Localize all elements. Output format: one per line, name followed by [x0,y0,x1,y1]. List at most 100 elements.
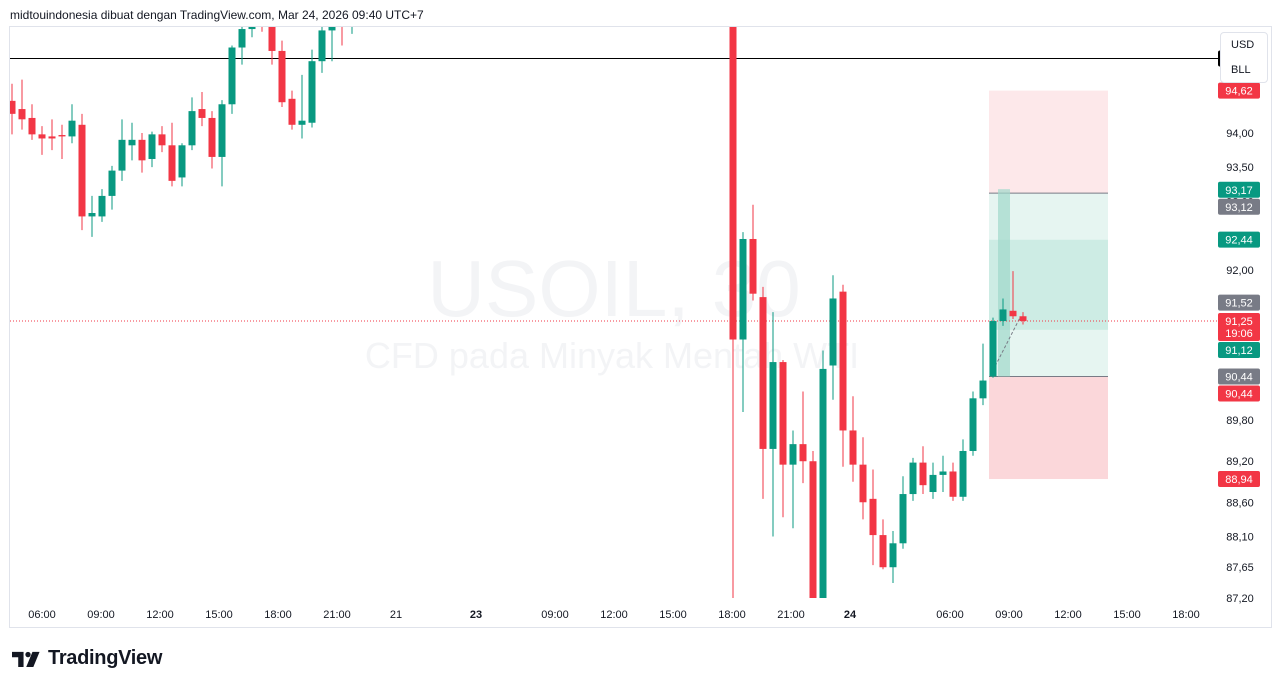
price-label-subtext: 19:06 [1225,328,1253,340]
candle-body [198,109,206,118]
candle-body [98,195,106,217]
candle-body [128,139,136,146]
price-label-text: 93,12 [1225,202,1253,214]
price-label-text: 91,12 [1225,345,1253,357]
price-label: 92,44 [1218,231,1260,248]
candle-body [218,104,226,157]
candle-body [228,47,236,105]
y-tick-label: 93,50 [1226,162,1254,174]
candle-body [308,61,316,123]
candle-body [349,15,356,27]
candle-body [339,18,346,27]
price-label-bg [1218,198,1260,215]
candle-body [1009,310,1017,317]
price-label-text: 91,25 [1225,316,1253,328]
candle-body [208,117,216,157]
tradingview-brand[interactable]: TradingView [12,647,162,670]
candle-body [989,321,997,377]
price-label-text: 92,44 [1225,235,1253,247]
price-label-text: 94,62 [1225,86,1253,98]
x-tick-label: 18:00 [264,609,292,621]
candle-body [919,462,927,486]
x-tick-label: 06:00 [28,609,56,621]
candle-body [28,117,36,135]
x-tick-label: 18:00 [1172,609,1200,621]
price-label-text: 93,17 [1225,185,1253,197]
watermark-symbol: USOIL, 30 [427,244,801,333]
y-tick-label: 87,65 [1226,562,1254,574]
candle-body [78,124,86,217]
candle-body [18,109,26,120]
x-tick-label: 09:00 [87,609,115,621]
position-tool [989,90,1108,480]
candle-body [829,298,837,366]
price-label-bg [1218,342,1260,359]
x-tick-label: 12:00 [600,609,628,621]
candle-body [278,50,286,103]
position-stop-zone [989,376,1108,480]
candle-body [238,29,246,48]
brand-name: TradingView [48,647,163,669]
candle-body [879,535,887,568]
x-tick-label: 12:00 [146,609,174,621]
candle-body [188,111,196,146]
price-label: 91,52 [1218,294,1260,311]
price-label: 90,44 [1218,385,1260,402]
price-label-bg [1218,294,1260,311]
currency-selector[interactable]: USD BLL [1220,32,1268,83]
y-tick-label: 92,00 [1226,265,1254,277]
price-label-bg [1218,471,1260,488]
chart-frame[interactable] [9,26,1272,628]
candle-body [318,30,326,62]
candle-body [138,139,146,161]
x-tick-label: 21:00 [323,609,351,621]
y-tick-label: 94,00 [1226,128,1254,140]
candle-body [118,139,126,171]
price-label-bg [1218,82,1260,99]
candle-body [168,145,176,181]
candle-body [839,291,847,431]
candle-body [10,100,16,114]
candle-body [158,134,166,146]
price-label: 90,44 [1218,368,1260,385]
y-tick-label: 87,20 [1226,593,1254,605]
x-tick-label: 09:00 [541,609,569,621]
candle-body [298,120,306,125]
chart-header: midtouindonesia dibuat dengan TradingVie… [10,8,424,22]
candle-body [148,134,156,159]
currency-option-bll[interactable]: BLL [1231,64,1251,76]
candle-body [949,471,957,497]
tradingview-logo-icon [12,651,40,667]
x-tick-label: 15:00 [659,609,687,621]
y-tick-label: 89,80 [1226,415,1254,427]
candle-body [939,471,947,475]
price-label-bg [1218,181,1260,198]
candle-body [739,238,747,340]
candle-body [819,368,827,598]
candle-body [248,27,256,30]
x-tick-label: 15:00 [205,609,233,621]
candle-body [178,145,186,178]
price-label-bg [1218,368,1260,385]
candle-body [88,213,96,217]
candle-body [68,120,76,137]
y-tick-label: 89,20 [1226,456,1254,468]
candle-body [769,362,777,449]
y-tick-label: 88,10 [1226,531,1254,543]
x-tick-label: 21 [390,609,402,621]
price-label: 93,17 [1218,181,1260,198]
price-label-text: 90,44 [1225,388,1253,400]
price-label-bg [1218,231,1260,248]
candle-body [48,136,56,139]
candle-body [979,380,987,399]
candle-body [849,430,857,465]
candle-body [259,15,266,22]
x-tick-label: 12:00 [1054,609,1082,621]
currency-option-usd[interactable]: USD [1231,39,1255,51]
price-label: 93,12 [1218,198,1260,215]
price-label-bg [1218,313,1260,342]
x-tick-label: 24 [844,609,857,621]
candle-body [749,238,757,294]
